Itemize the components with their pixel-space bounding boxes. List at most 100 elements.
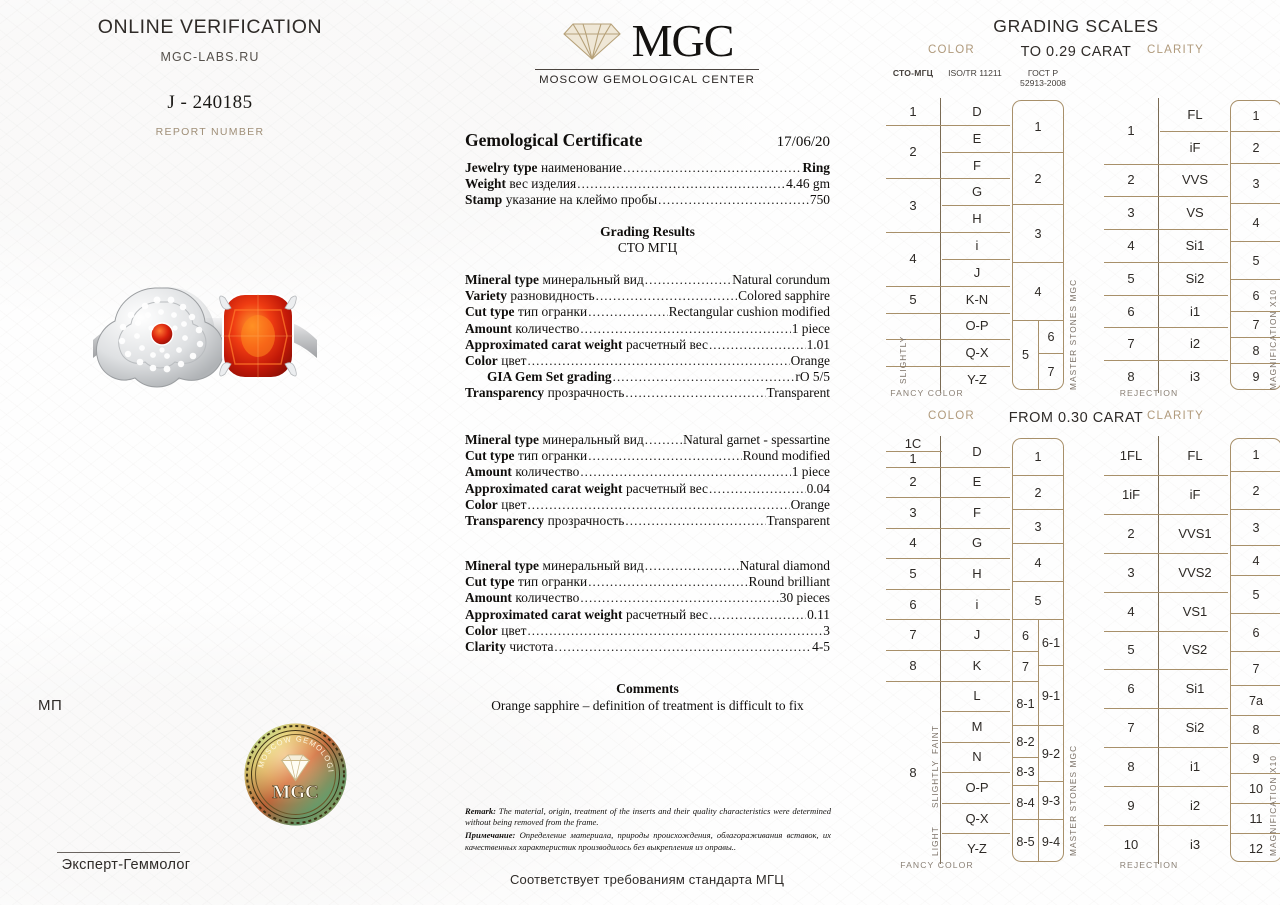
iso-cell-color: J: [973, 264, 981, 280]
spec-row: Color цвет...............................…: [465, 623, 830, 639]
holographic-seal: MOSCOW GEMOLOGICAL CENTER MGC: [240, 715, 348, 827]
sto-cell-clarity: 10: [1123, 837, 1139, 853]
mgc-logo: MGC MOSCOW GEMOLOGICAL CENTER: [432, 14, 862, 90]
spec-key-ru: прозрачность: [547, 513, 625, 529]
master-stones-label: MASTER STONES MGC: [1068, 278, 1078, 390]
spec-key: Weight: [465, 176, 506, 192]
iso-cell-clarity: VS1: [1182, 603, 1208, 619]
iso-cell-color: O-P: [965, 780, 989, 796]
spec-row: Color цвет...............................…: [465, 497, 830, 513]
gost-cell: 3: [1013, 509, 1063, 543]
sto-cell-color: 2: [909, 144, 917, 160]
spec-row: GIA Gem Set grading.....................…: [465, 369, 830, 385]
sto-cell-clarity: 2: [1127, 525, 1135, 541]
scale-band: TO 0.29 CARAT COLOR CLARITY: [872, 44, 1280, 64]
sto-cell-clarity: 4: [1127, 237, 1135, 253]
spec-row: Weight вес изделия.......................…: [465, 176, 830, 192]
color-label: COLOR: [928, 410, 975, 422]
gost-cell: 11: [1231, 803, 1280, 833]
sto-cell-clarity: 7: [1127, 720, 1135, 736]
gost-cell: 1: [1252, 448, 1260, 462]
spec-value: Natural diamond: [739, 558, 830, 573]
spec-row: Color цвет...............................…: [465, 353, 830, 369]
gost-cell: 6: [1231, 613, 1280, 651]
iso-cell-clarity: iF: [1189, 139, 1201, 155]
spec-value: 4.46 gm: [786, 176, 830, 192]
iso-cell-color: F: [973, 504, 981, 520]
certificate-title: Gemological Certificate: [465, 130, 643, 150]
leader-dots: ........................................…: [622, 160, 802, 175]
sto-cell-color: 8: [909, 764, 917, 780]
spec-value: 1 piece: [791, 320, 830, 336]
leader-dots: ........................................…: [527, 353, 789, 369]
scale-rule: [886, 650, 942, 651]
leader-dots: ........................................…: [588, 304, 668, 320]
gost-cell: 4: [1231, 203, 1280, 241]
sto-cell-color: 4: [909, 251, 917, 267]
iso-cell-clarity: i1: [1189, 759, 1201, 775]
scale-rule: [886, 619, 942, 621]
gost-cell: 8-2: [1013, 725, 1038, 757]
spec-row: Approximated carat weight расчетный вес..…: [465, 607, 830, 623]
iso-cell-clarity: Si2: [1185, 720, 1205, 736]
spec-key: Cut type: [465, 304, 515, 320]
iso-cell-color: Y-Z: [967, 372, 987, 388]
scale-rule: [1160, 130, 1228, 132]
iso-cell-clarity: VVS: [1181, 172, 1208, 188]
scale-rule: [1104, 825, 1160, 827]
scale-rule: [942, 312, 1010, 314]
seal-icon: MOSCOW GEMOLOGICAL CENTER MGC: [240, 715, 347, 826]
scale-rule: [942, 558, 1010, 560]
scale-rule: [942, 802, 1010, 804]
scale-rule: [1160, 825, 1228, 827]
scale-rule: [942, 711, 1010, 713]
spec-row: Transparency прозрачность................…: [465, 513, 830, 529]
sto-cell-color: 4: [909, 535, 917, 551]
leader-dots: ........................................…: [580, 464, 790, 480]
spec-value: 3: [823, 622, 830, 638]
iso-cell-color: M: [971, 718, 983, 734]
gost-cell: 10: [1231, 773, 1280, 803]
iso-cell-clarity: VVS2: [1178, 564, 1212, 580]
scale-rule: [886, 366, 942, 368]
scale-rule: [886, 124, 942, 126]
scale-rule: [942, 588, 1010, 590]
scale-rule: [1104, 229, 1160, 231]
spec-value: Transparent: [766, 385, 830, 401]
sto-cell-color: [886, 313, 940, 340]
sto-cell-clarity: 2: [1127, 172, 1135, 188]
spec-key-ru: указание на клеймо пробы: [505, 192, 658, 208]
iso-cell-color: F: [973, 157, 981, 173]
gost-cell: 4: [1013, 262, 1063, 320]
sto-cell-color: 3: [909, 197, 917, 213]
gost-header-line2: 52913-2008: [1020, 78, 1066, 88]
iso-cell-color: i: [975, 237, 979, 253]
leader-dots: ........................................…: [708, 336, 806, 352]
remark-english: Remark: The material, origin, treatment …: [465, 806, 831, 828]
spec-key-ru: вес изделия: [509, 176, 577, 192]
leader-dots: ........................................…: [625, 513, 765, 529]
spec-key: Amount: [465, 590, 512, 606]
iso-cell-color: Q-X: [965, 810, 989, 826]
scale-rule: [1104, 747, 1160, 749]
spec-key: Mineral type: [465, 558, 540, 573]
gost-cell: 9-4: [1038, 819, 1063, 861]
scale-rule: [942, 124, 1010, 126]
svg-text:MGC: MGC: [272, 782, 318, 803]
spec-key-ru: количество: [515, 464, 580, 480]
sto-cell-color: 1C: [904, 436, 922, 452]
gost-cell: 8: [1231, 715, 1280, 743]
gost-cell: 3: [1013, 204, 1063, 262]
spec-key-ru: расчетный вес: [625, 606, 708, 622]
spec-key: Jewelry type: [465, 160, 538, 175]
spec-key: Clarity: [465, 639, 506, 655]
gost-cell: 6-1: [1038, 619, 1063, 665]
gost-cell: 3: [1231, 509, 1280, 545]
scale-divider: [940, 98, 941, 393]
spec-value: 4-5: [812, 639, 830, 655]
iso-cell-clarity: i3: [1189, 369, 1201, 385]
iso-cell-color: Y-Z: [967, 841, 987, 857]
